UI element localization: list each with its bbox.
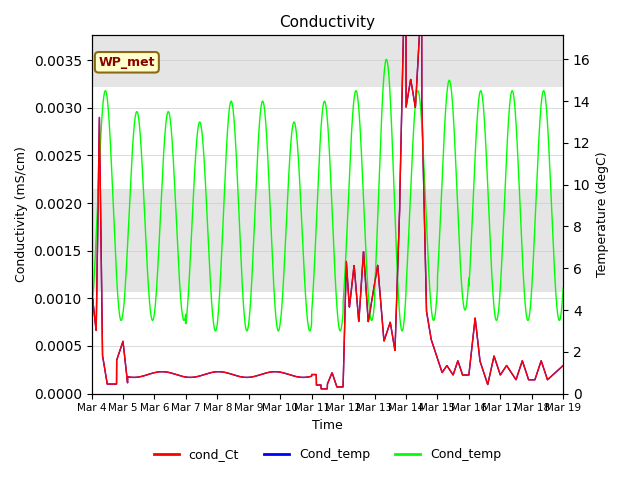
Legend: cond_Ct, Cond_temp, Cond_temp: cond_Ct, Cond_temp, Cond_temp [148,443,506,466]
Text: WP_met: WP_met [99,56,155,69]
Bar [92,189,563,292]
Y-axis label: Temperature (degC): Temperature (degC) [596,152,609,277]
Y-axis label: Conductivity (mS/cm): Conductivity (mS/cm) [15,146,28,282]
Title: Conductivity: Conductivity [280,15,376,30]
Bar [92,36,563,87]
X-axis label: Time: Time [312,419,343,432]
